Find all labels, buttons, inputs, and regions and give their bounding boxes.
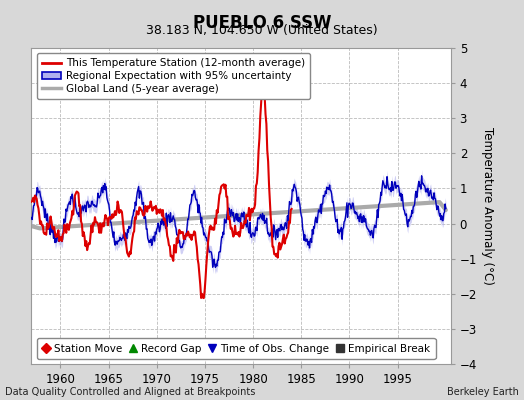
Text: Data Quality Controlled and Aligned at Breakpoints: Data Quality Controlled and Aligned at B… — [5, 387, 256, 397]
Legend: Station Move, Record Gap, Time of Obs. Change, Empirical Break: Station Move, Record Gap, Time of Obs. C… — [37, 338, 435, 359]
Text: Berkeley Earth: Berkeley Earth — [447, 387, 519, 397]
Y-axis label: Temperature Anomaly (°C): Temperature Anomaly (°C) — [481, 127, 494, 285]
Text: PUEBLO 6 SSW: PUEBLO 6 SSW — [193, 14, 331, 32]
Text: 38.183 N, 104.650 W (United States): 38.183 N, 104.650 W (United States) — [146, 24, 378, 37]
